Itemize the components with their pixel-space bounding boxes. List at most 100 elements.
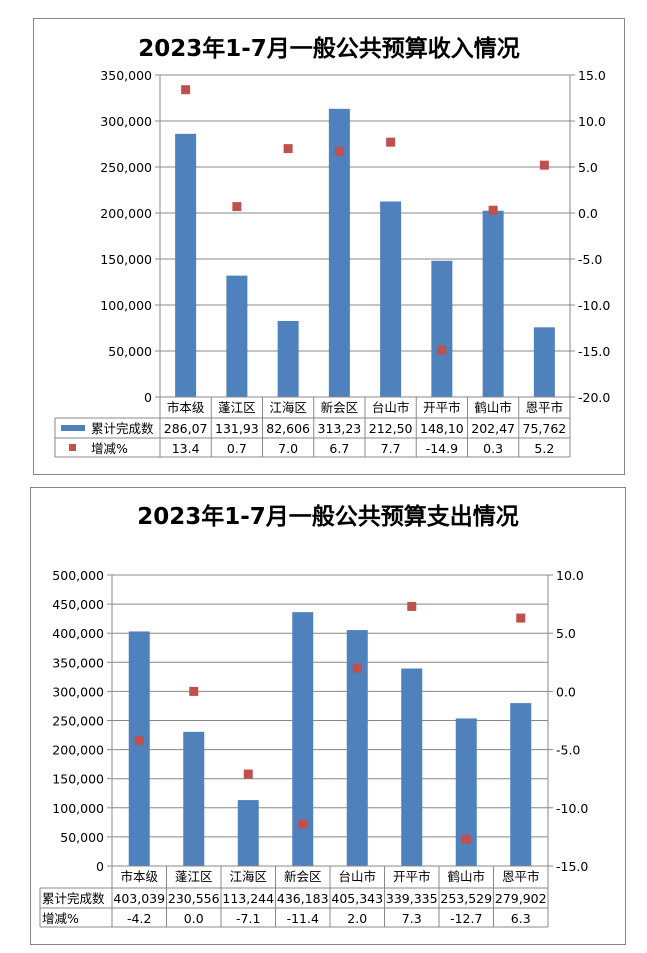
table-cell-percent: 13.4 — [172, 441, 200, 456]
percent-marker — [352, 663, 362, 673]
table-cell-value: 230,556 — [168, 891, 220, 906]
series-label: 增减% — [91, 441, 128, 456]
bar — [380, 201, 402, 397]
right-axis-tick-label: 0.0 — [578, 206, 598, 221]
left-axis-tick-label: 150,000 — [52, 772, 104, 787]
category-label: 鹤山市 — [474, 400, 512, 415]
left-axis-tick-label: 0 — [144, 390, 152, 405]
left-axis-tick-label: 300,000 — [52, 684, 104, 699]
table-cell-percent: -12.7 — [450, 911, 482, 926]
percent-marker — [298, 819, 308, 829]
right-axis-tick-label: 5.0 — [556, 626, 576, 641]
percent-marker — [488, 205, 498, 215]
bar — [510, 703, 532, 866]
table-cell-percent: -7.1 — [236, 911, 260, 926]
bar — [175, 133, 197, 397]
bar — [328, 108, 350, 397]
category-label: 新会区 — [284, 869, 322, 884]
chart-title: 2023年1-7月一般公共预算收入情况 — [138, 36, 520, 62]
category-label: 市本级 — [167, 400, 205, 415]
percent-marker — [334, 146, 344, 156]
series-label: 累计完成数 — [91, 421, 154, 436]
chart-title: 2023年1-7月一般公共预算支出情况 — [137, 504, 519, 530]
left-axis-tick-label: 100,000 — [100, 298, 152, 313]
category-label: 新会区 — [321, 400, 359, 415]
category-label: 开平市 — [423, 400, 461, 415]
table-cell-percent: 2.0 — [347, 911, 367, 926]
bar — [226, 275, 248, 397]
bar — [346, 630, 368, 866]
table-cell-value: 339,335 — [386, 891, 438, 906]
table-cell-percent: 6.7 — [329, 441, 349, 456]
bar — [128, 631, 150, 866]
percent-marker — [189, 686, 199, 696]
left-axis-tick-label: 400,000 — [52, 626, 104, 641]
bar — [401, 668, 423, 866]
right-axis-tick-label: -10.0 — [578, 298, 610, 313]
table-cell-value: 403,039 — [113, 891, 165, 906]
table-cell-percent: -14.9 — [426, 441, 458, 456]
category-label: 蓬江区 — [175, 869, 213, 884]
right-axis-tick-label: 10.0 — [578, 114, 606, 129]
table-cell-percent: -4.2 — [127, 911, 151, 926]
left-axis-tick-label: 350,000 — [52, 655, 104, 670]
table-cell-percent: 0.3 — [483, 441, 503, 456]
category-label: 台山市 — [372, 400, 410, 415]
table-cell-percent: -11.4 — [287, 911, 319, 926]
percent-marker — [407, 601, 417, 611]
category-label: 鹤山市 — [447, 869, 485, 884]
category-label: 台山市 — [338, 869, 376, 884]
left-axis-tick-label: 50,000 — [60, 830, 104, 845]
table-cell-value: 286,07 — [164, 421, 208, 436]
right-axis-tick-label: -20.0 — [578, 390, 610, 405]
left-axis-tick-label: 100,000 — [52, 801, 104, 816]
right-axis-tick-label: -5.0 — [578, 252, 602, 267]
left-axis-tick-label: 250,000 — [100, 160, 152, 175]
percent-marker — [461, 834, 471, 844]
table-cell-value: 279,902 — [495, 891, 547, 906]
percent-marker — [243, 769, 253, 779]
table-cell-value: 313,23 — [318, 421, 362, 436]
left-axis-tick-label: 50,000 — [108, 344, 152, 359]
table-cell-value: 131,93 — [215, 421, 259, 436]
table-cell-value: 202,47 — [471, 421, 515, 436]
right-axis-tick-label: -10.0 — [556, 801, 588, 816]
category-label: 江海区 — [269, 400, 307, 415]
left-axis-tick-label: 450,000 — [52, 597, 104, 612]
right-axis-tick-label: 15.0 — [578, 68, 606, 83]
bar — [431, 260, 453, 397]
right-axis-tick-label: 5.0 — [578, 160, 598, 175]
right-axis-tick-label: 0.0 — [556, 684, 576, 699]
table-cell-value: 212,50 — [369, 421, 413, 436]
table-cell-value: 436,183 — [277, 891, 329, 906]
category-label: 恩平市 — [502, 869, 540, 884]
table-cell-value: 82,606 — [266, 421, 310, 436]
table-cell-value: 75,762 — [523, 421, 567, 436]
table-cell-value: 148,10 — [420, 421, 464, 436]
bar — [533, 327, 555, 397]
percent-marker — [134, 735, 144, 745]
right-axis-tick-label: 10.0 — [556, 568, 584, 583]
percent-marker — [539, 160, 549, 170]
right-axis-tick-label: -15.0 — [578, 344, 610, 359]
right-axis-tick-label: -5.0 — [556, 743, 580, 758]
bar — [277, 321, 299, 397]
category-label: 恩平市 — [526, 400, 564, 415]
category-label: 开平市 — [393, 869, 431, 884]
bar — [237, 800, 259, 866]
left-axis-tick-label: 200,000 — [100, 206, 152, 221]
table-cell-percent: 0.7 — [227, 441, 247, 456]
left-axis-tick-label: 0 — [96, 859, 104, 874]
percent-marker — [232, 202, 242, 212]
table-cell-value: 253,529 — [440, 891, 492, 906]
left-axis-tick-label: 250,000 — [52, 714, 104, 729]
table-cell-value: 113,244 — [222, 891, 274, 906]
bar — [183, 731, 205, 866]
right-axis-tick-label: -15.0 — [556, 859, 588, 874]
percent-marker — [516, 613, 526, 623]
legend-key-bar — [61, 425, 85, 431]
bar — [455, 718, 477, 866]
table-cell-percent: 0.0 — [184, 911, 204, 926]
category-label: 市本级 — [120, 869, 158, 884]
